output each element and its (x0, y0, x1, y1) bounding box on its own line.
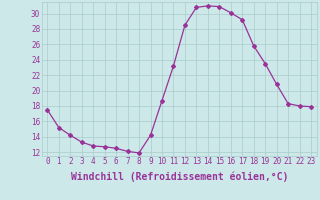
X-axis label: Windchill (Refroidissement éolien,°C): Windchill (Refroidissement éolien,°C) (70, 172, 288, 182)
